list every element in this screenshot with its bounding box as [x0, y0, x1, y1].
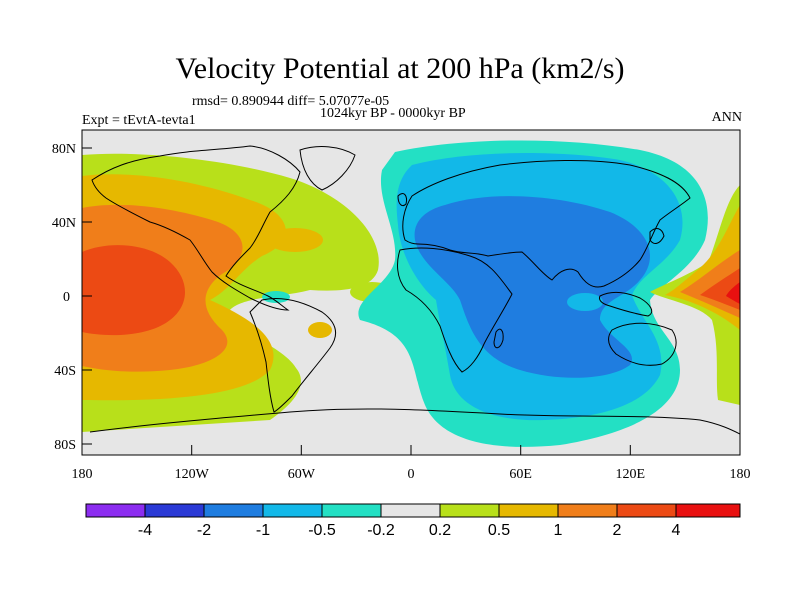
contour-pos-0.5-atlantic — [267, 228, 323, 252]
y-label-80n: 80N — [52, 142, 76, 157]
coast-north-america — [91, 145, 301, 311]
y-label-40s: 40S — [54, 364, 76, 379]
coast-antarctica — [89, 408, 740, 435]
contour-pos-2-east — [700, 268, 740, 310]
colorbar-label-7: 1 — [554, 522, 563, 539]
y-label-40n: 40N — [52, 216, 76, 231]
colorbar-box-0 — [86, 504, 145, 517]
contour-pos-0.5-atlantic-south — [308, 322, 332, 338]
coast-japan — [649, 228, 665, 244]
contour-neg-1 — [414, 196, 650, 378]
coast-uk — [397, 193, 407, 207]
experiment-label: Expt = tEvtA-tevta1 — [82, 113, 196, 128]
longitude-axis — [81, 445, 741, 455]
period-label: 1024kyr BP - 0000kyr BP — [320, 106, 466, 121]
colorbar-label-6: 0.5 — [488, 522, 510, 539]
coast-australia — [608, 322, 677, 366]
colorbar-box-9 — [617, 504, 676, 517]
colorbar-box-10 — [676, 504, 740, 517]
season-label: ANN — [711, 110, 742, 125]
colorbar-label-5: 0.2 — [429, 522, 451, 539]
y-label-0: 0 — [63, 290, 70, 305]
colorbar-label-8: 2 — [613, 522, 622, 539]
contour-neg-0.2-caribbean — [262, 291, 290, 303]
coast-greenland — [299, 146, 356, 191]
x-label-180e: 180 — [730, 467, 751, 482]
colorbar-box-5 — [381, 504, 440, 517]
x-label-60w: 60W — [288, 467, 316, 482]
plot-title: Velocity Potential at 200 hPa (km2/s) — [175, 52, 625, 85]
contour-pos-4-east — [726, 282, 740, 304]
colorbar-label-1: -2 — [197, 522, 211, 539]
colorbar-box-3 — [263, 504, 322, 517]
colorbar-box-2 — [204, 504, 263, 517]
colorbar-box-8 — [558, 504, 617, 517]
x-label-120e: 120E — [616, 467, 646, 482]
contour-neg-0.5-indian — [567, 293, 603, 311]
colorbar-box-7 — [499, 504, 558, 517]
coast-south-america — [249, 298, 337, 413]
colorbar-box-4 — [322, 504, 381, 517]
x-label-60e: 60E — [509, 467, 532, 482]
contour-field — [82, 130, 740, 455]
x-label-0: 0 — [408, 467, 415, 482]
coast-africa — [397, 247, 513, 373]
colorbar — [85, 503, 741, 518]
x-label-120w: 120W — [175, 467, 210, 482]
coast-maritime-continent — [599, 291, 653, 317]
colorbar-label-3: -0.5 — [308, 522, 336, 539]
colorbar-label-0: -4 — [138, 522, 152, 539]
latitude-axis — [82, 147, 92, 445]
coast-madagascar — [493, 328, 504, 349]
colorbar-label-4: -0.2 — [367, 522, 395, 539]
y-label-80s: 80S — [54, 438, 76, 453]
colorbar-label-2: -1 — [256, 522, 270, 539]
x-label-180w: 180 — [72, 467, 93, 482]
colorbar-label-9: 4 — [672, 522, 681, 539]
colorbar-box-6 — [440, 504, 499, 517]
stats-line: rmsd= 0.890944 diff= 5.07077e-05 — [192, 94, 390, 109]
contour-pos-2 — [82, 245, 185, 336]
coast-eurasia — [402, 160, 691, 288]
coastlines — [89, 145, 740, 435]
colorbar-box-1 — [145, 504, 204, 517]
